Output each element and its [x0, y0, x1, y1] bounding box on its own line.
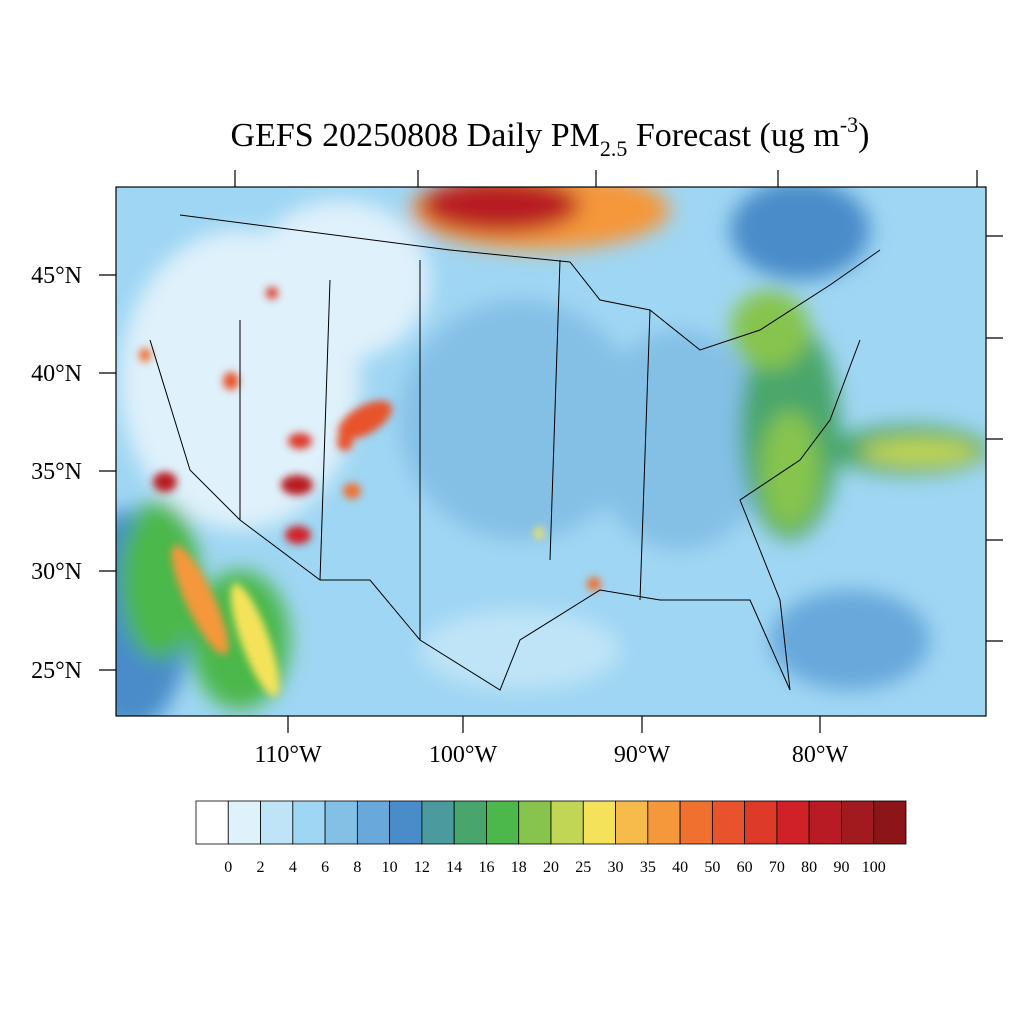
colorbar-box	[453, 800, 487, 845]
lat-label: 40°N	[31, 361, 82, 387]
colorbar-box	[647, 800, 681, 845]
colorbar-box	[324, 800, 358, 845]
colorbar-box	[582, 800, 616, 845]
colorbar-label: 35	[640, 859, 656, 876]
frame-ticks	[99, 170, 1003, 733]
colorbar-box	[679, 800, 713, 845]
lat-label: 45°N	[31, 263, 82, 289]
title-mid: Forecast (ug m	[627, 117, 839, 154]
map-field	[116, 187, 986, 716]
colorbar-label: 10	[382, 859, 398, 876]
colorbar-box	[518, 800, 552, 845]
colorbar-label: 80	[801, 859, 817, 876]
colorbar-label: 40	[672, 859, 688, 876]
title-main: GEFS 20250808 Daily PM	[231, 117, 600, 154]
colorbar-box	[615, 800, 649, 845]
title-sup: -3	[840, 112, 858, 137]
colorbar-label: 16	[478, 859, 494, 876]
colorbar-label: 2	[257, 859, 265, 876]
colorbar-box	[550, 800, 584, 845]
colorbar-label: 60	[737, 859, 753, 876]
colorbar-label: 50	[704, 859, 720, 876]
lat-label: 30°N	[31, 559, 82, 585]
colorbar-label: 12	[414, 859, 430, 876]
colorbar-label: 18	[511, 859, 527, 876]
colorbar-label: 70	[769, 859, 785, 876]
colorbar-label: 100	[862, 859, 886, 876]
colorbar-box	[421, 800, 455, 845]
colorbar-box	[292, 800, 326, 845]
colorbar-label: 14	[446, 859, 462, 876]
colorbar-box	[841, 800, 875, 845]
lon-label: 90°W	[614, 742, 671, 768]
colorbar-label: 20	[543, 859, 559, 876]
lon-label: 80°W	[792, 742, 849, 768]
colorbar-box	[808, 800, 842, 845]
lon-label: 110°W	[254, 742, 322, 768]
title-sub: 2.5	[600, 136, 628, 161]
colorbar-box	[744, 800, 778, 845]
colorbar-label: 6	[321, 859, 329, 876]
title: GEFS 20250808 Daily PM2.5 Forecast (ug m…	[231, 112, 870, 161]
colorbar-label: 30	[608, 859, 624, 876]
colorbar-label: 4	[289, 859, 297, 876]
colorbar-box	[389, 800, 423, 845]
colorbar-box	[486, 800, 520, 845]
colorbar-label: 25	[575, 859, 591, 876]
colorbar-label: 90	[833, 859, 849, 876]
colorbar-box	[260, 800, 294, 845]
colorbar-box	[356, 800, 391, 845]
title-end: )	[858, 117, 869, 154]
lon-label: 100°W	[429, 742, 498, 768]
map-frame	[115, 186, 987, 717]
colorbar-label: 0	[224, 859, 232, 876]
colorbar-box	[711, 800, 746, 845]
colorbar-box	[776, 800, 810, 845]
colorbar-box	[195, 800, 229, 845]
colorbar-box	[873, 800, 907, 845]
lat-label: 35°N	[31, 459, 82, 485]
borders	[149, 214, 881, 691]
lat-label: 25°N	[31, 658, 82, 684]
colorbar-box	[227, 800, 261, 845]
colorbar-label: 8	[353, 859, 361, 876]
